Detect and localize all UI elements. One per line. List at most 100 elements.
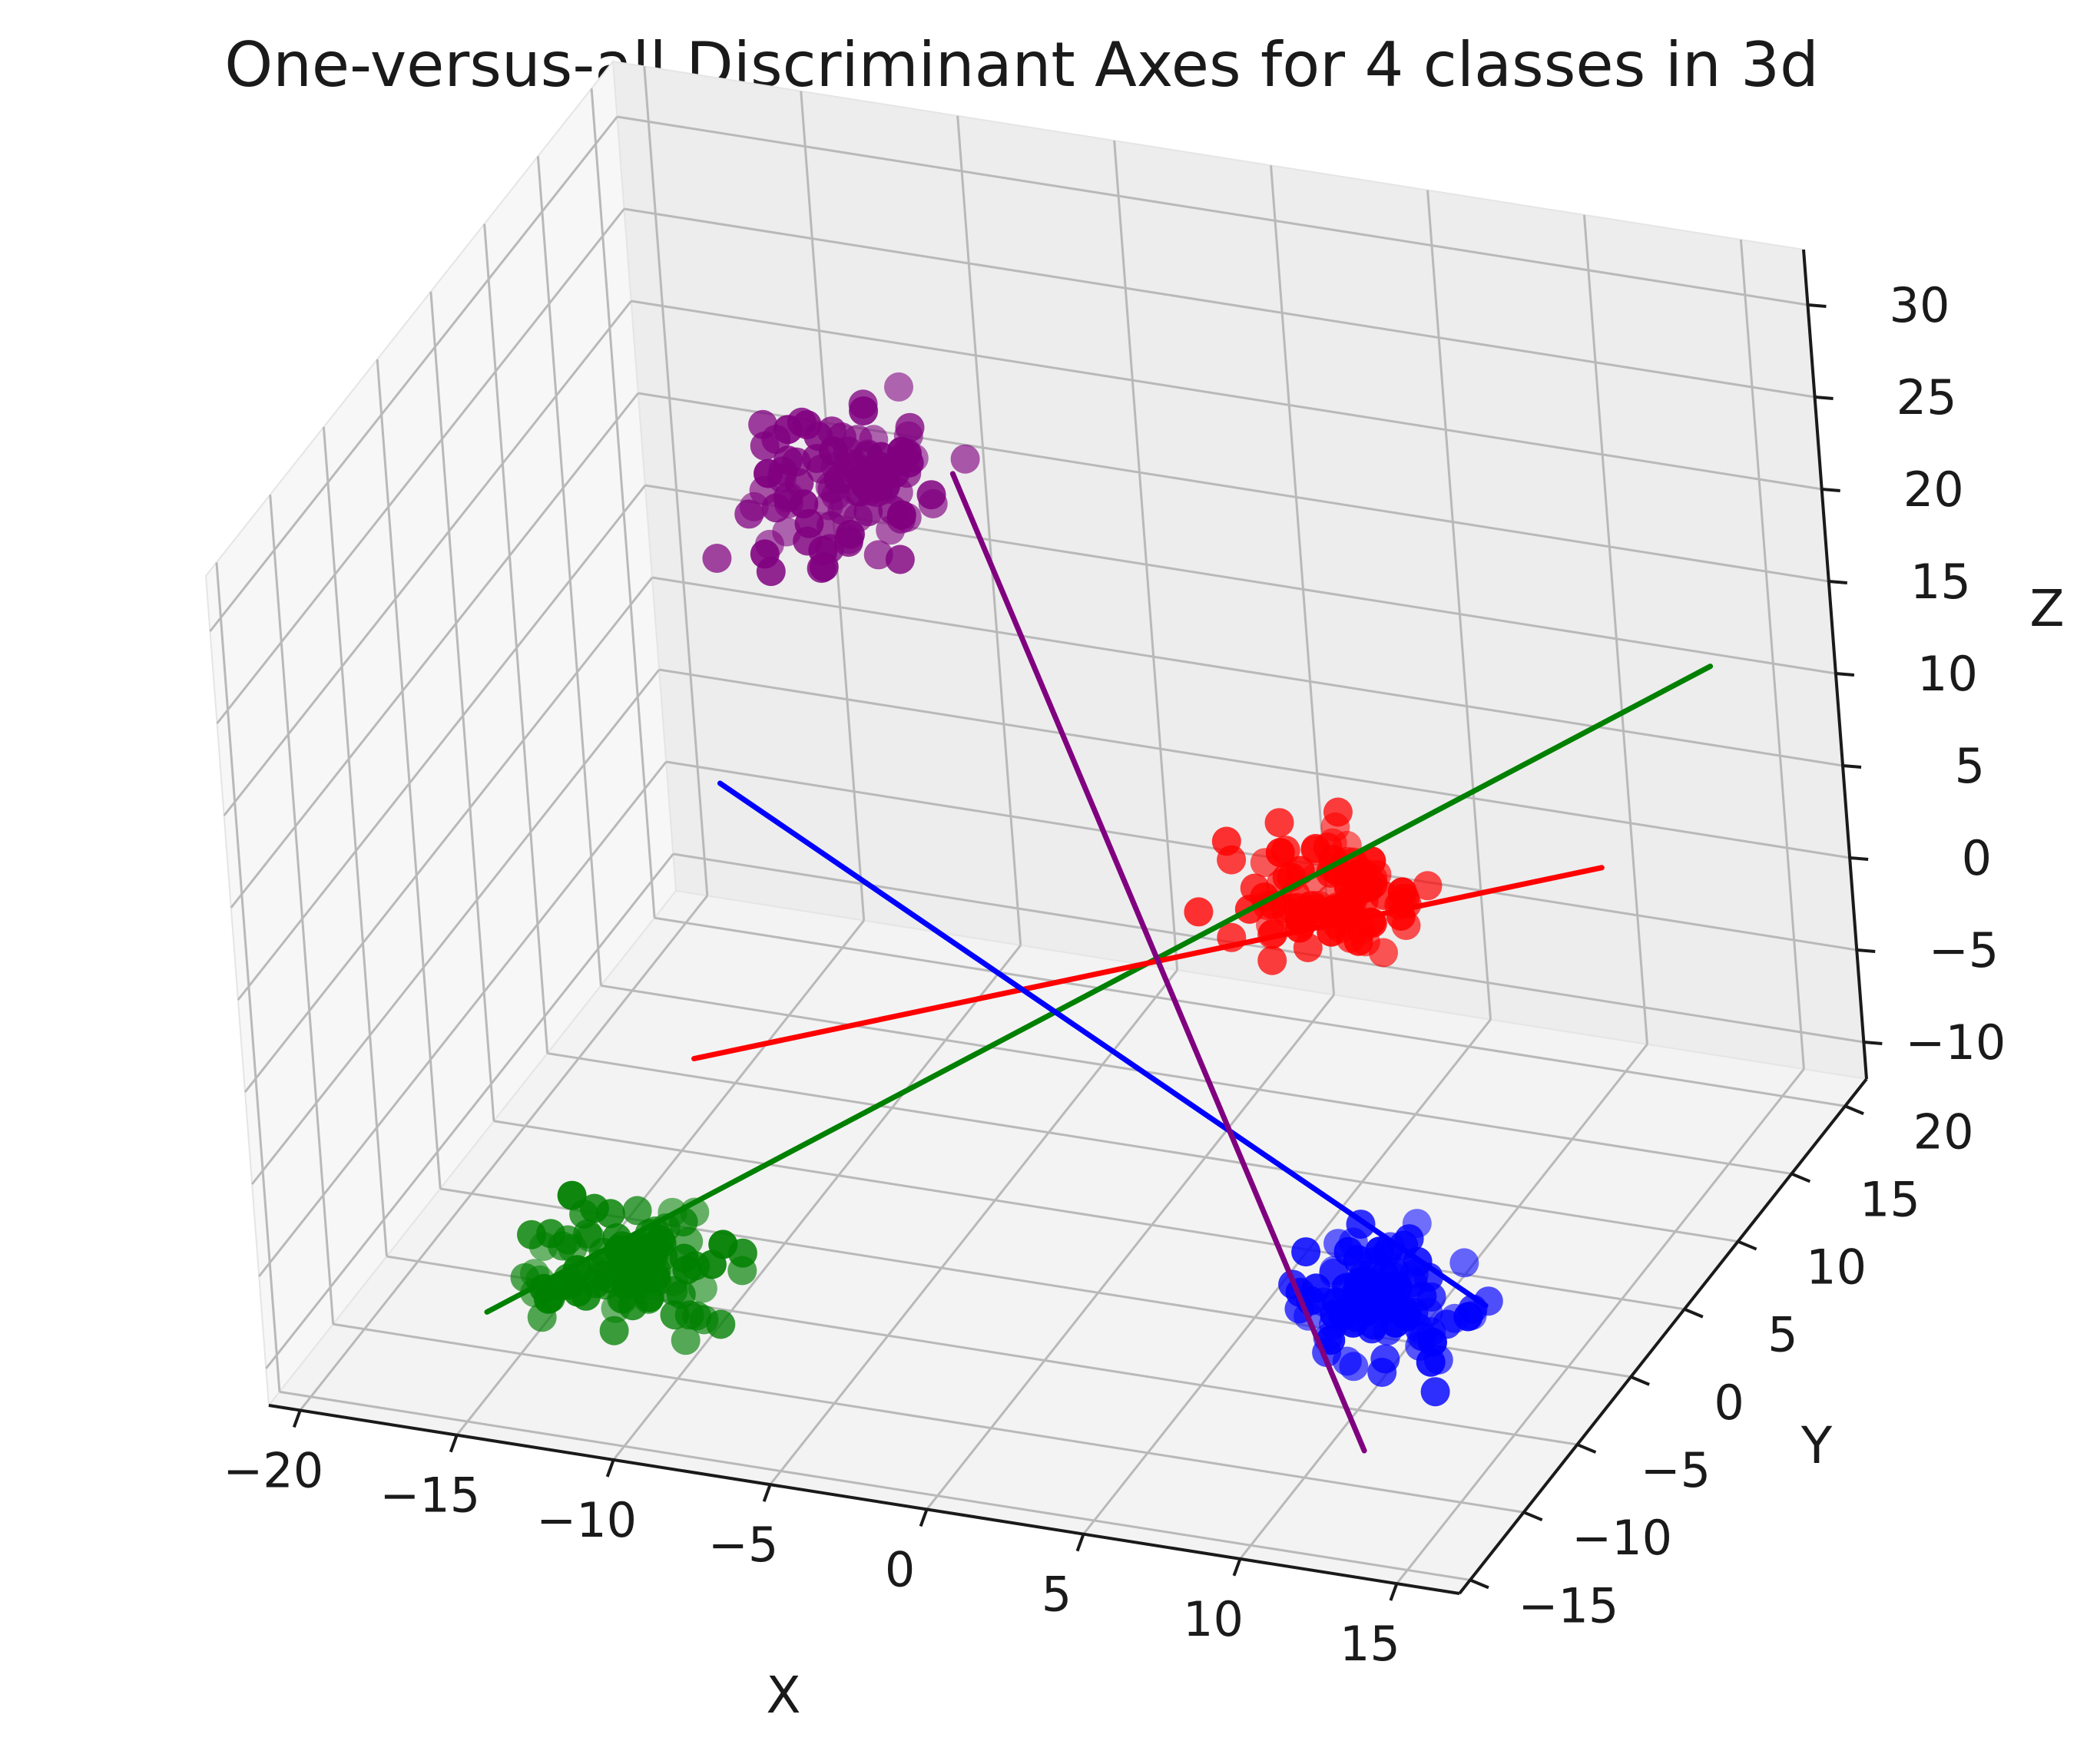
gridline-z-left [243,577,654,1093]
axis-panes [204,59,1868,1595]
z-tick-label: 5 [1955,738,1985,794]
y-tick-label: 15 [1860,1171,1920,1227]
data-point [1291,1237,1321,1267]
data-point [517,1220,546,1249]
data-point [674,1300,704,1330]
data-point [1332,1346,1362,1376]
gridline-x-floor [1396,1068,1805,1585]
data-point [1350,1287,1380,1317]
data-point [1423,1345,1453,1375]
data-point [809,552,839,582]
gridline-x-back [1582,214,1648,1044]
data-point [669,1243,699,1273]
x-tick-label: 0 [885,1541,915,1597]
x-tick-mark [1075,1533,1085,1552]
data-point [1343,926,1373,956]
gridline-y-floor [493,1120,1685,1311]
z-tick-mark [1857,948,1876,953]
gridline-y-left [429,291,495,1121]
y-tick-mark [1844,1104,1864,1116]
data-point [878,495,908,525]
data-point [1373,1294,1403,1324]
x-tick-mark [919,1508,929,1527]
data-point [863,540,893,570]
gridline-z-back [617,115,1808,306]
data-point [833,452,863,482]
data-point [1399,1297,1429,1327]
z-tick-label: 25 [1897,369,1957,425]
gridline-x-floor [769,969,1178,1486]
scatter-points [510,372,1503,1407]
data-point [599,1316,629,1345]
data-point [581,1269,611,1299]
z-tick-mark [1842,764,1862,769]
data-point [1271,896,1301,926]
z-tick-label: 10 [1917,646,1978,702]
gridline-x-floor [926,994,1335,1511]
data-point [557,1180,587,1210]
z-tick-label: 30 [1890,277,1950,333]
data-point [1413,871,1443,901]
gridline-z-left [265,853,674,1369]
data-point [950,444,980,474]
x-axis-line [268,1404,1460,1595]
gridline-x-floor [299,895,708,1412]
data-point [895,412,925,442]
gridline-x-back [1426,190,1492,1020]
x-tick-label: 15 [1340,1616,1400,1672]
gridline-z-back [658,668,1850,859]
discriminant-line-1 [691,865,1605,1061]
gridline-z-left [223,300,632,816]
series-0 [510,1180,757,1355]
gridline-y-left [322,426,388,1257]
z-axis-line [1802,249,1868,1080]
data-point [671,1325,701,1355]
z-tick-mark [1849,856,1869,861]
z-tick-mark [1863,1041,1883,1045]
gridline-z-left [216,208,625,724]
y-tick-label: 10 [1806,1239,1867,1296]
gridline-y-floor [654,916,1846,1107]
data-point [734,499,764,529]
data-point [750,431,780,461]
gridline-y-left [376,359,442,1190]
z-tick-mark [1821,488,1840,492]
gridline-y-floor [547,1052,1738,1243]
gridline-y-left [483,223,549,1054]
tick-labels: −20 −15 −10 −5 0 5 10 15−15−10−505101520−10−505… [223,277,2006,1672]
data-point [1420,1377,1450,1407]
data-point [885,544,915,574]
gridline-y-floor [333,1322,1524,1514]
data-point [916,480,946,510]
z-tick-mark [1828,580,1847,584]
y-tick-mark [1469,1578,1489,1590]
data-point [631,1249,661,1279]
y-tick-label: −10 [1572,1510,1672,1566]
data-point [884,372,913,402]
data-point [622,1196,652,1226]
y-tick-label: 5 [1767,1307,1797,1363]
data-point [794,508,824,538]
gridline-y-floor [279,1390,1471,1581]
gridline-x-floor [455,919,865,1436]
x-tick-label: 5 [1042,1567,1072,1623]
gridline-z-back [651,576,1844,767]
chart-title: One-versus-all Discriminant Axes for 4 c… [224,29,1819,101]
gridline-z-back [624,207,1815,399]
gridline-z-left [258,761,668,1277]
data-point [761,493,791,523]
axis-lines [268,249,1883,1601]
y-tick-label: 0 [1714,1375,1744,1431]
x-tick-label: −15 [379,1468,480,1524]
gridline-y-left [590,88,656,918]
y-tick-label: −5 [1641,1442,1711,1498]
x-axis-label: X [766,1666,800,1725]
x-tick-label: −10 [536,1492,637,1548]
discriminant-axes [484,471,1714,1454]
y-axis-label: Y [1800,1416,1833,1475]
data-point [1295,891,1325,921]
gridline-y-floor [601,984,1792,1175]
data-point [727,1256,757,1286]
data-point [1349,1260,1379,1290]
data-point [702,544,732,573]
